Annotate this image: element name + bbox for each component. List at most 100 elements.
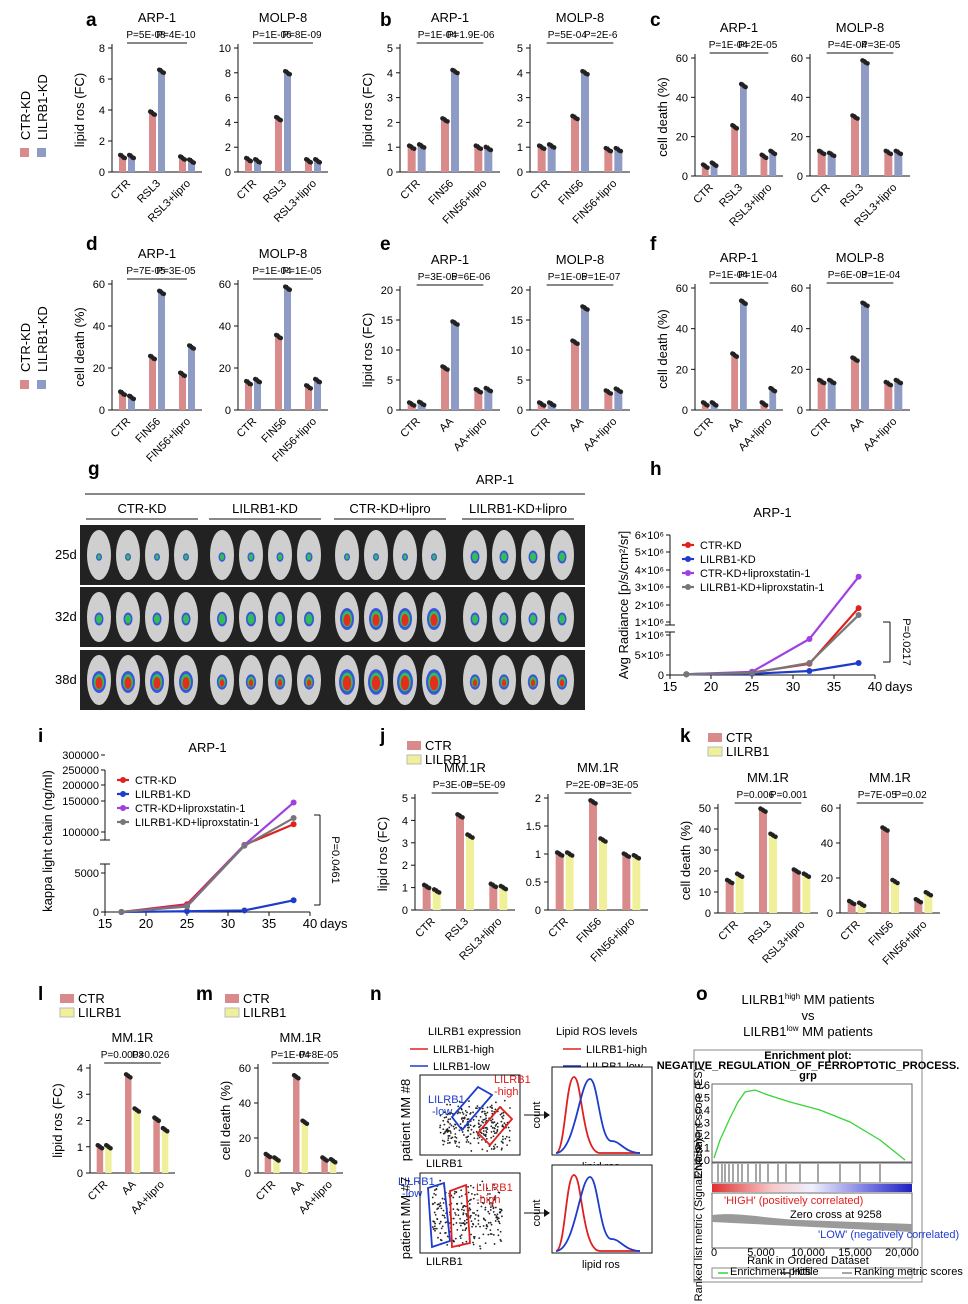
event-dot: [465, 1227, 468, 1229]
panel-label-n: n: [370, 984, 382, 1005]
y-tick-label: 60: [676, 283, 688, 295]
bar: [125, 1075, 132, 1173]
data-point: [287, 287, 293, 293]
event-dot: [468, 1126, 470, 1129]
event-dot: [481, 1111, 483, 1113]
bar: [571, 117, 579, 172]
event-dot: [486, 1150, 489, 1152]
series-point: [806, 660, 813, 666]
rank-x-label: Rank in Ordered Dataset: [747, 1255, 869, 1267]
es-tick-label: 0.5: [695, 1093, 710, 1105]
bar: [264, 1155, 272, 1173]
x-tick-label: RSL3: [135, 178, 163, 206]
x-tick-label: 25: [180, 916, 194, 931]
event-dot: [485, 1117, 487, 1120]
data-point: [445, 119, 450, 124]
bar: [827, 381, 836, 410]
y-tick-label: 0: [797, 405, 803, 417]
bar: [847, 902, 856, 913]
chart-title: ARP-1: [188, 740, 226, 755]
event-dot: [494, 1213, 496, 1216]
event-dot: [500, 1148, 503, 1151]
legend-label: LILRB1-KD: [700, 554, 756, 566]
event-dot: [434, 1229, 436, 1232]
bar: [314, 380, 321, 410]
bar: [589, 801, 597, 910]
event-dot: [491, 1107, 494, 1110]
data-point: [928, 892, 934, 898]
event-dot: [456, 1112, 459, 1115]
data-point: [478, 390, 484, 395]
data-point: [734, 354, 740, 359]
signal-green: [501, 552, 507, 562]
gsea-title-line2: LILRB1low MM patients: [743, 1024, 873, 1039]
chart-title: MOLP-8: [556, 10, 604, 25]
event-dot: [446, 1243, 449, 1246]
data-point: [152, 112, 158, 117]
legend-marker: [685, 584, 691, 590]
y-tick-label: 3: [387, 93, 393, 105]
y-tick-label: 60: [676, 53, 688, 65]
legend-label: LILRB1-KD: [35, 306, 50, 372]
legend-swatch: [707, 746, 723, 757]
y-tick-label: 60: [239, 1063, 251, 1075]
event-dot: [489, 1221, 492, 1224]
gsea-plot-title: Enrichment plot:: [764, 1050, 851, 1062]
data-point: [551, 145, 557, 150]
x-tick-label: AA+lipro: [861, 416, 899, 454]
gsea-legend-label: Ranking metric scores: [854, 1266, 963, 1278]
axis-break: [664, 625, 676, 632]
data-point: [898, 380, 904, 386]
event-dot: [508, 1129, 511, 1132]
bar: [417, 145, 426, 172]
data-point: [608, 391, 614, 396]
y-tick-label: 0: [387, 167, 393, 179]
event-dot: [507, 1126, 510, 1129]
event-dot: [435, 1188, 438, 1190]
y-tick-label: 10: [381, 345, 393, 357]
es-axis-label: Enrichment score (ES): [693, 1068, 705, 1179]
signal-green: [432, 554, 436, 560]
event-dot: [435, 1227, 438, 1230]
event-dot: [489, 1206, 492, 1209]
data-point: [278, 117, 284, 123]
bar: [301, 1122, 308, 1173]
legend-label: CTR: [726, 730, 753, 745]
data-point: [763, 809, 768, 814]
event-dot: [490, 1130, 493, 1133]
event-dot: [486, 1128, 489, 1131]
chart-title: MM.1R: [869, 770, 911, 785]
event-dot: [470, 1233, 472, 1236]
x-tick-label: CTR: [691, 416, 716, 441]
bar: [914, 900, 923, 913]
panel-label-i: i: [38, 726, 43, 747]
event-dot: [476, 1209, 479, 1212]
event-dot: [454, 1133, 457, 1135]
y-tick-label: 20: [219, 363, 231, 375]
gsea-legend-label: Hits: [792, 1266, 811, 1278]
y-tick-label: 1: [517, 142, 523, 154]
y-tick-label: 4: [77, 1063, 83, 1075]
signal-green: [219, 553, 225, 561]
legend-swatch: [20, 148, 29, 157]
event-dot: [503, 1122, 506, 1125]
group-label: LILRB1-KD: [232, 501, 298, 516]
bar: [760, 156, 768, 176]
y-axis-label: lipid ros (FC): [375, 817, 390, 891]
data-point: [317, 160, 323, 165]
gsea-title-line1: LILRB1high MM patients: [742, 992, 875, 1007]
event-dot: [442, 1209, 445, 1212]
event-dot: [479, 1131, 482, 1134]
legend-label: LILRB1-KD: [135, 789, 191, 801]
group-label: CTR-KD+lipro: [349, 501, 430, 516]
event-dot: [492, 1211, 495, 1213]
y-tick-label: 5: [517, 43, 523, 55]
y-axis-label: cell death (%): [655, 77, 670, 156]
event-dot: [485, 1114, 487, 1117]
signal-green: [183, 614, 189, 624]
event-dot: [502, 1117, 504, 1120]
y-tick-label: 5×10⁶: [635, 547, 664, 559]
